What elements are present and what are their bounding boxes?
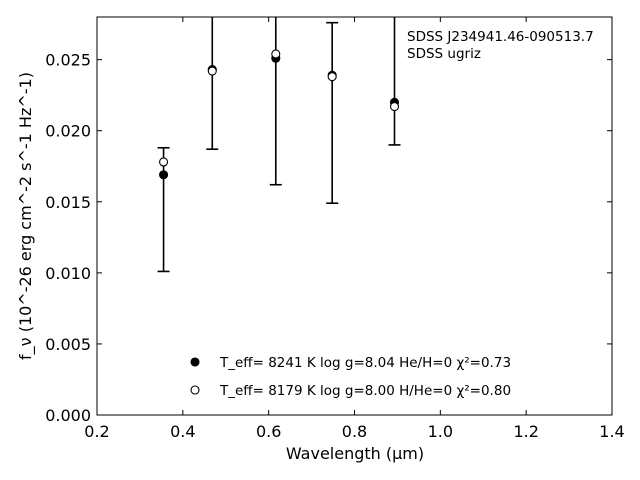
point-open [327,72,337,82]
y-tick-label: 0.010 [45,264,91,283]
y-axis-ticks: 0.000 0.005 0.010 0.015 0.020 0.025 [45,51,612,425]
x-axis-ticks: 0.2 0.4 0.6 0.8 1.0 1.2 1.4 [84,17,625,441]
x-tick-label: 1.0 [428,422,453,441]
point-open [389,102,400,112]
legend-label: T_eff= 8241 K log g=8.04 He/H=0 χ²=0.73 [219,355,511,371]
y-tick-label: 0.000 [45,406,91,425]
annotation-line-2: SDSS ugriz [407,46,481,62]
x-tick-label: 0.2 [84,422,109,441]
legend-marker-filled [190,357,200,367]
point-filled [159,170,169,180]
y-tick-label: 0.005 [45,335,91,354]
annotation-line-1: SDSS J234941.46-090513.7 [407,29,594,45]
legend: T_eff= 8241 K log g=8.04 He/H=0 χ²=0.73 T… [190,355,511,399]
x-tick-label: 1.4 [599,422,624,441]
point-open [159,157,169,167]
point-open [271,49,281,59]
x-tick-label: 1.2 [513,422,538,441]
x-axis-label: Wavelength (μm) [286,444,424,463]
legend-label: T_eff= 8179 K log g=8.00 H/He=0 χ²=0.80 [219,383,511,399]
point-open [207,66,217,76]
y-tick-label: 0.020 [45,122,91,141]
data-points [159,49,400,180]
y-axis-label: f_ν (10^-26 erg cm^-2 s^-1 Hz^-1) [16,72,36,360]
legend-marker-open [190,385,200,395]
error-bars [157,17,401,273]
x-tick-label: 0.4 [170,422,195,441]
x-tick-label: 0.6 [256,422,281,441]
y-tick-label: 0.025 [45,51,91,70]
y-tick-label: 0.015 [45,193,91,212]
x-tick-label: 0.8 [342,422,367,441]
